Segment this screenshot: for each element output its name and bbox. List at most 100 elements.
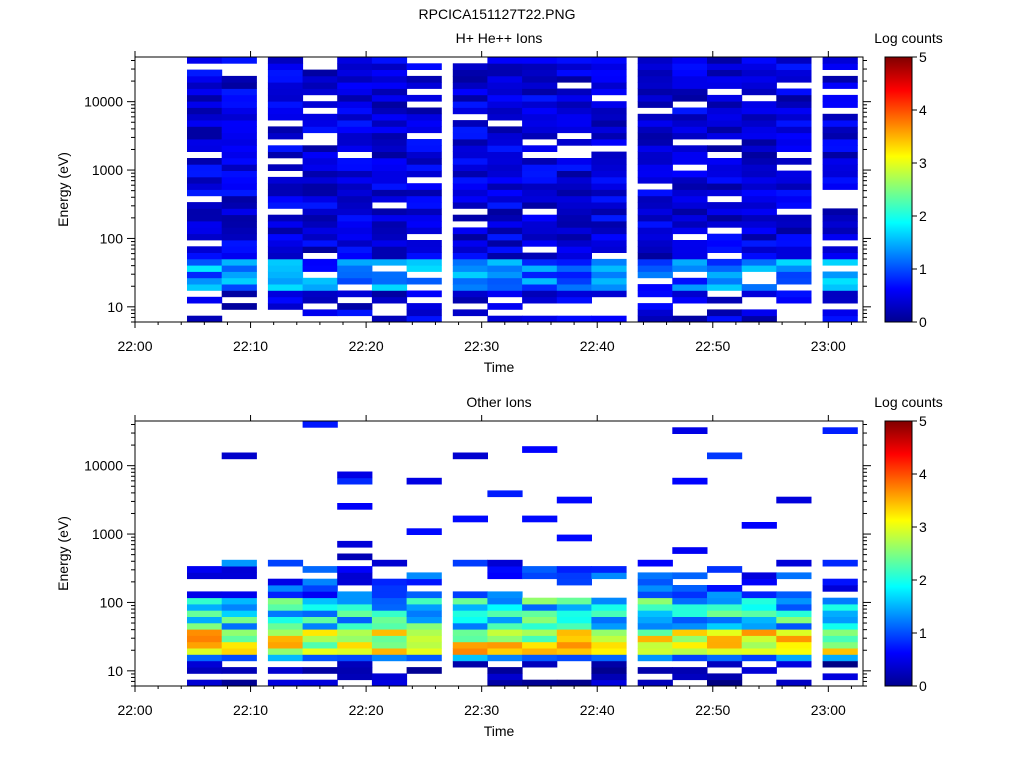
heatmap-cell [371, 170, 408, 178]
heatmap-cell [707, 57, 743, 64]
heatmap-cell [221, 265, 257, 272]
heatmap-cell [522, 240, 558, 247]
heatmap-cell [371, 635, 408, 643]
heatmap-cell [221, 75, 257, 83]
heatmap-cell [672, 315, 708, 323]
heatmap-cell [187, 233, 223, 241]
heatmap-cell [302, 667, 338, 674]
heatmap-cell [406, 277, 442, 285]
heatmap-cell [302, 290, 338, 298]
heatmap-cell [302, 202, 338, 209]
heatmap-cell [672, 227, 708, 235]
heatmap-cell [406, 202, 442, 209]
heatmap-cell [267, 63, 304, 70]
heatmap-cell [406, 667, 442, 674]
heatmap-cell [302, 616, 338, 624]
heatmap-cell [591, 679, 627, 687]
heatmap-cell [187, 265, 223, 272]
heatmap-cell [556, 75, 592, 83]
heatmap-cell [406, 246, 442, 253]
heatmap-cell [452, 616, 488, 624]
heatmap-cell [522, 616, 558, 624]
heatmap-cell [637, 176, 673, 184]
heatmap-cell [637, 578, 673, 586]
heatmap-cell [406, 113, 442, 121]
heatmap-cell [221, 88, 257, 96]
heatmap-cell [741, 572, 777, 580]
heatmap-cell [406, 107, 442, 115]
heatmap-cell [591, 195, 627, 203]
heatmap-cell [371, 113, 408, 121]
heatmap-cell [267, 113, 304, 121]
heatmap-cell [302, 82, 338, 89]
heatmap-cell [452, 151, 488, 159]
heatmap-cells [187, 57, 858, 323]
heatmap-cell [776, 296, 812, 304]
heatmap-cell [187, 88, 223, 96]
heatmap-cell [822, 233, 858, 241]
heatmap-cell [707, 673, 743, 681]
heatmap-cell [707, 132, 743, 140]
colorbar: Log counts 0 1 2 3 4 5 [874, 30, 943, 330]
heatmap-cell [406, 120, 442, 127]
heatmap-cell [452, 233, 488, 241]
heatmap-cell [221, 252, 257, 260]
heatmap-cell [187, 648, 223, 655]
heatmap-cell [302, 604, 338, 611]
heatmap-cell [822, 139, 858, 146]
heatmap-cell [302, 679, 338, 687]
heatmap-cell [822, 258, 858, 266]
heatmap-cell [591, 610, 627, 617]
heatmap-cell [221, 629, 257, 636]
heatmap-cell [707, 616, 743, 624]
heatmap-cell [371, 227, 408, 235]
heatmap-cell [522, 679, 558, 687]
heatmap-cell [522, 101, 558, 108]
heatmap-cell [187, 113, 223, 121]
heatmap-cell [556, 265, 592, 272]
heatmap-cell [707, 258, 743, 266]
heatmap-cell [822, 246, 858, 253]
heatmap-cell [221, 202, 257, 209]
heatmap-cell [591, 88, 627, 96]
heatmap-cell [187, 296, 223, 304]
heatmap-cell [267, 221, 304, 228]
heatmap-cell [556, 271, 592, 279]
heatmap-cell [741, 227, 777, 235]
heatmap-cell [187, 258, 223, 266]
heatmap-cell [556, 246, 592, 253]
x-tick-label: 22:00 [117, 338, 152, 354]
heatmap-cell [822, 208, 858, 216]
heatmap-cell [452, 195, 488, 203]
heatmap-cell [267, 202, 304, 209]
heatmap-cell [741, 113, 777, 121]
heatmap-cell [452, 227, 488, 235]
heatmap-cell [302, 641, 338, 649]
heatmap-cell [522, 315, 558, 323]
heatmap-cell [221, 240, 257, 247]
heatmap-cell [187, 635, 223, 643]
heatmap-cell [741, 132, 777, 140]
heatmap-cell [672, 88, 708, 96]
heatmap-cell [371, 195, 408, 203]
heatmap-cell [822, 277, 858, 285]
heatmap-cell [672, 183, 708, 190]
heatmap-cell [337, 271, 373, 279]
heatmap-cell [452, 82, 488, 89]
heatmap-cell [741, 57, 777, 64]
heatmap-cell [337, 667, 373, 674]
heatmap-cell [267, 265, 304, 272]
heatmap-cell [487, 673, 523, 681]
heatmap-cell [267, 597, 304, 605]
heatmap-cell [452, 252, 488, 260]
heatmap-cell [556, 252, 592, 260]
heatmap-cell [672, 69, 708, 77]
heatmap-cell [741, 246, 777, 253]
heatmap-cell [406, 151, 442, 159]
heatmap-cell [302, 151, 338, 159]
heatmap-cell [187, 126, 223, 134]
heatmap-cell [302, 654, 338, 662]
heatmap-cell [337, 164, 373, 171]
heatmap-cell [187, 566, 223, 573]
heatmap-cell [522, 57, 558, 64]
